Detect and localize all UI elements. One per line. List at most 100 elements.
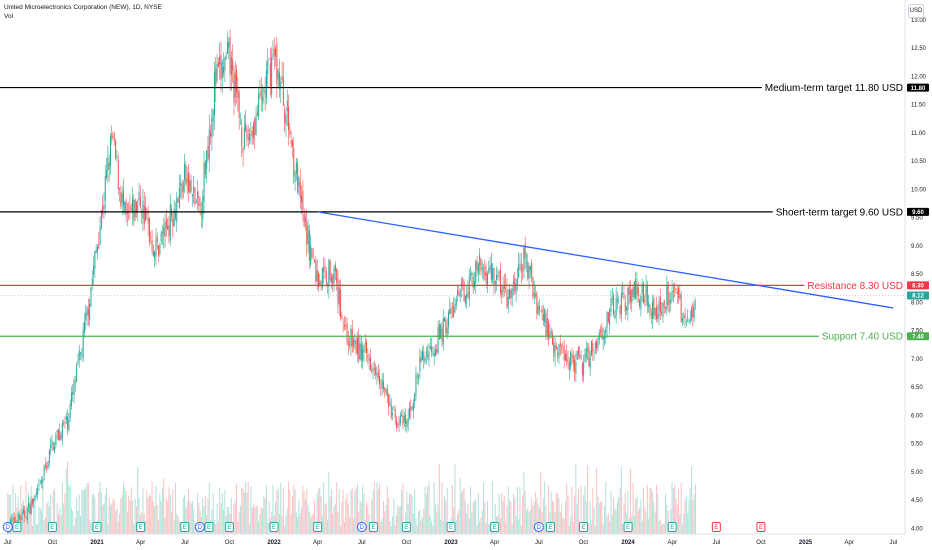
candle-body	[130, 209, 132, 211]
volume-bar	[363, 493, 365, 534]
x-tick-label: Apr	[136, 540, 145, 546]
volume-bar	[355, 487, 357, 534]
earnings-marker	[47, 522, 57, 532]
x-tick-label: Oct	[48, 540, 58, 546]
candle-body	[541, 308, 543, 313]
volume-bar	[428, 481, 430, 534]
volume-bar	[662, 523, 664, 534]
candle-body	[609, 309, 611, 326]
volume-bar	[77, 511, 79, 534]
candle-body	[564, 354, 566, 361]
currency-button[interactable]: USD	[908, 4, 924, 18]
volume-bar	[20, 485, 22, 534]
candle-body	[108, 162, 110, 170]
volume-bar	[134, 498, 136, 534]
volume-bar	[356, 483, 358, 534]
candle-body	[202, 196, 204, 220]
volume-bar	[514, 497, 516, 534]
volume-bar	[455, 520, 457, 534]
candle-body	[652, 301, 654, 319]
volume-bar	[484, 502, 486, 534]
candle-body	[87, 309, 89, 316]
volume-bar	[303, 491, 305, 534]
volume-bar	[164, 517, 166, 534]
candle-body	[494, 281, 496, 285]
candle-body	[290, 140, 292, 145]
volume-bar	[663, 524, 665, 534]
earnings-marker	[545, 522, 555, 532]
candle-body	[575, 362, 577, 374]
volume-bar	[12, 484, 14, 534]
volume-bar	[566, 483, 568, 534]
volume-bar	[444, 495, 446, 534]
x-tick-label: Oct	[402, 540, 412, 546]
candle-body	[520, 263, 522, 273]
level-label-target: Shoert-term target 9.60 USD	[776, 207, 903, 218]
candle-body	[579, 355, 581, 357]
candle-body	[113, 136, 115, 138]
candle-body	[297, 164, 299, 193]
candle-body	[373, 368, 375, 369]
earnings-marker	[313, 522, 323, 532]
candle-body	[156, 236, 158, 242]
trendline-layer	[317, 211, 894, 309]
candle-body	[241, 127, 243, 147]
volume-bar	[528, 512, 530, 534]
volume-bar	[241, 488, 243, 534]
volume-bar	[238, 511, 240, 534]
candle-body	[558, 344, 560, 358]
candle-body	[328, 260, 330, 287]
candle-body	[154, 251, 156, 260]
volume-bar	[252, 503, 254, 534]
candle-body	[37, 488, 39, 495]
y-tick-label: 4.50	[911, 498, 923, 504]
volume-bar	[34, 500, 36, 534]
candle-body	[152, 250, 154, 257]
volume-bar	[242, 488, 244, 534]
candle-body	[427, 354, 429, 357]
volume-bar	[221, 493, 223, 534]
candle-body	[90, 287, 92, 307]
candle-body	[129, 205, 131, 211]
candle-body	[94, 251, 96, 270]
candle-body	[399, 415, 401, 424]
volume-bar	[380, 522, 382, 534]
volume-bar	[347, 503, 349, 534]
candle-body	[216, 63, 218, 82]
candle-body	[148, 218, 150, 243]
volume-bar	[600, 501, 602, 534]
candle-body	[602, 336, 604, 341]
candle-body	[121, 193, 123, 204]
volume-bar	[397, 505, 399, 534]
volume-bar	[98, 491, 100, 534]
volume-bar	[379, 483, 381, 534]
candle-body	[544, 309, 546, 323]
volume-bar	[93, 493, 95, 534]
candle-body	[294, 173, 296, 182]
candle-body	[473, 280, 475, 287]
volume-bar	[398, 506, 400, 534]
candle-body	[89, 303, 91, 320]
volume-bar	[462, 489, 464, 534]
volume-bar	[52, 491, 54, 534]
candle-body	[499, 269, 501, 294]
candle-body	[663, 299, 665, 307]
volume-bar	[619, 488, 621, 534]
volume-bar	[483, 482, 485, 534]
volume-bar	[50, 494, 52, 534]
volume-bar	[424, 486, 426, 534]
volume-bar	[438, 463, 440, 534]
candle-body	[311, 247, 313, 258]
candle-body	[182, 181, 184, 192]
candle-body	[502, 284, 504, 293]
volume-bar	[316, 493, 318, 534]
candle-body	[177, 199, 179, 203]
volume-bar	[418, 511, 420, 534]
volume-bar	[145, 520, 147, 534]
volume-bar	[564, 501, 566, 534]
volume-bar	[561, 503, 563, 534]
volume-bar	[116, 508, 118, 534]
volume-bar	[63, 503, 65, 534]
volume-bar	[529, 510, 531, 534]
